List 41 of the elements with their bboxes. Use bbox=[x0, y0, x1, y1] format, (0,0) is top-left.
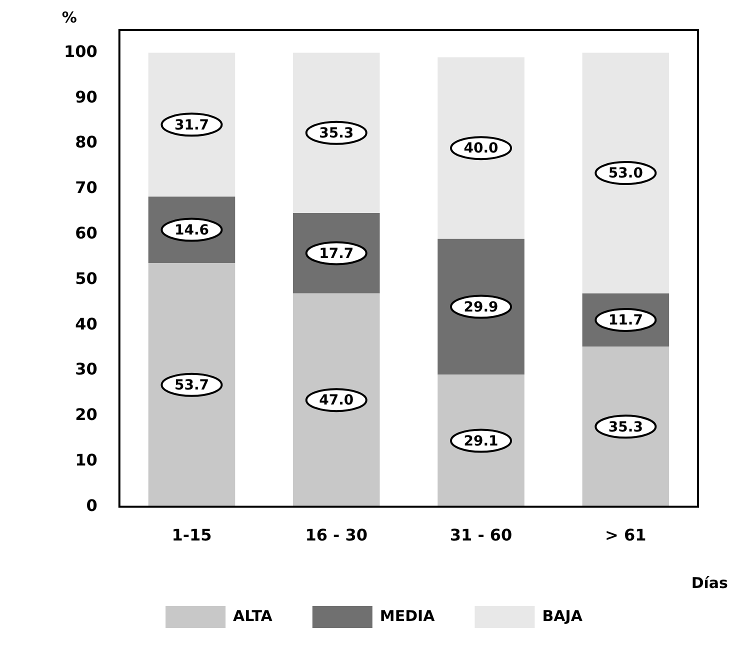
bar bbox=[582, 52, 670, 294]
data-label: 17.7 bbox=[319, 246, 354, 262]
bar bbox=[438, 57, 524, 239]
data-label: 53.0 bbox=[608, 166, 644, 182]
y-tick-label: 50 bbox=[75, 268, 98, 288]
bar bbox=[582, 346, 670, 507]
y-tick-label: 70 bbox=[75, 178, 98, 198]
data-label: 29.1 bbox=[464, 433, 498, 450]
bar bbox=[438, 374, 524, 507]
legend-label: BAJA bbox=[542, 606, 583, 625]
x-tick-label: 1-15 bbox=[172, 526, 212, 545]
y-tick-label: 60 bbox=[75, 224, 98, 242]
x-axis-title: Días bbox=[691, 574, 728, 592]
y-tick-label: 0 bbox=[86, 496, 98, 515]
x-tick-label: 31 - 60 bbox=[450, 526, 512, 545]
y-tick-label: 30 bbox=[75, 360, 98, 379]
y-tick-label: 10 bbox=[75, 450, 98, 470]
data-label: 35.3 bbox=[608, 419, 643, 436]
data-label: 14.6 bbox=[174, 222, 209, 238]
y-tick-label: 100 bbox=[64, 42, 98, 61]
bar bbox=[148, 52, 236, 197]
data-label: 53.7 bbox=[174, 378, 209, 394]
bar bbox=[148, 262, 236, 507]
legend-label: ALTA bbox=[233, 606, 273, 625]
legend-label: MEDIA bbox=[380, 606, 436, 625]
y-tick-label: 20 bbox=[75, 405, 98, 424]
data-label: 35.3 bbox=[319, 125, 354, 142]
data-label: 31.7 bbox=[174, 117, 209, 134]
data-label: 40.0 bbox=[464, 140, 499, 157]
y-tick-label: 40 bbox=[75, 314, 98, 334]
x-tick-label: > 61 bbox=[605, 526, 646, 545]
y-axis-title: % bbox=[62, 8, 77, 26]
data-label: 47.0 bbox=[319, 392, 354, 409]
y-tick-label: 90 bbox=[75, 87, 98, 106]
x-tick-label: 16 - 30 bbox=[305, 526, 368, 545]
bar bbox=[438, 238, 524, 375]
y-tick-label: 80 bbox=[75, 132, 98, 152]
data-label: 11.7 bbox=[608, 312, 643, 329]
data-label: 29.9 bbox=[464, 299, 498, 316]
bar bbox=[292, 52, 380, 213]
bar bbox=[292, 293, 380, 507]
